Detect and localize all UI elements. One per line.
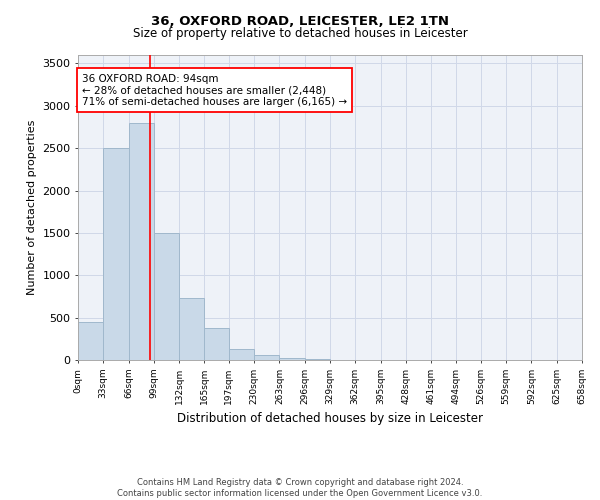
Bar xyxy=(205,328,229,360)
X-axis label: Distribution of detached houses by size in Leicester: Distribution of detached houses by size … xyxy=(177,412,483,426)
Bar xyxy=(154,233,179,360)
Bar xyxy=(280,358,305,360)
Text: 36, OXFORD ROAD, LEICESTER, LE2 1TN: 36, OXFORD ROAD, LEICESTER, LE2 1TN xyxy=(151,15,449,28)
Bar xyxy=(128,123,154,360)
Bar xyxy=(229,349,254,360)
Y-axis label: Number of detached properties: Number of detached properties xyxy=(26,120,37,295)
Text: Contains HM Land Registry data © Crown copyright and database right 2024.
Contai: Contains HM Land Registry data © Crown c… xyxy=(118,478,482,498)
Bar xyxy=(179,298,205,360)
Text: 36 OXFORD ROAD: 94sqm
← 28% of detached houses are smaller (2,448)
71% of semi-d: 36 OXFORD ROAD: 94sqm ← 28% of detached … xyxy=(82,74,347,107)
Bar xyxy=(305,359,330,360)
Text: Size of property relative to detached houses in Leicester: Size of property relative to detached ho… xyxy=(133,28,467,40)
Bar xyxy=(78,322,103,360)
Bar xyxy=(103,148,128,360)
Bar xyxy=(254,356,280,360)
